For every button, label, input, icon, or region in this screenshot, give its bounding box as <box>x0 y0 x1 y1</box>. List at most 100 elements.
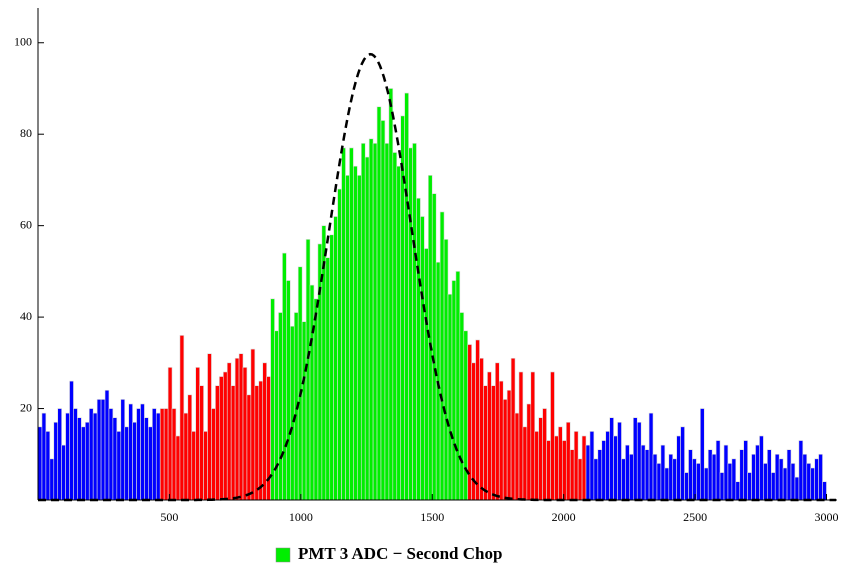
bar <box>810 467 815 501</box>
bar <box>644 449 650 501</box>
bar <box>49 458 55 501</box>
bar <box>65 412 70 501</box>
bar <box>191 431 196 501</box>
bar <box>262 362 267 501</box>
bar <box>258 380 264 501</box>
bar <box>640 444 646 501</box>
y-tick-label: 20 <box>20 400 32 414</box>
x-tick-label: 2500 <box>683 510 707 524</box>
bar <box>711 453 717 501</box>
bar <box>136 408 141 501</box>
bar <box>656 463 662 501</box>
bar <box>108 408 114 501</box>
bar <box>684 472 689 501</box>
bar <box>526 403 532 501</box>
y-tick-label: 40 <box>20 309 32 323</box>
bar <box>234 357 240 501</box>
bar <box>132 421 137 501</box>
bar <box>226 362 232 501</box>
bar <box>53 421 59 501</box>
bar <box>360 143 366 501</box>
bar <box>786 449 792 501</box>
bar <box>100 399 106 501</box>
bar <box>692 458 697 501</box>
legend-label: PMT 3 ADC − Second Chop <box>298 544 502 563</box>
x-tick-label: 500 <box>160 510 178 524</box>
bar <box>372 143 378 501</box>
bar <box>790 463 796 501</box>
bar <box>37 426 43 501</box>
bar <box>696 463 701 501</box>
bar <box>676 435 681 501</box>
bar <box>179 335 185 501</box>
bar <box>613 435 618 501</box>
bar <box>707 449 713 501</box>
bar <box>751 453 756 501</box>
bar <box>723 444 729 501</box>
bar <box>487 371 492 501</box>
bar <box>41 412 47 501</box>
bar <box>664 467 670 501</box>
bar <box>680 426 685 501</box>
y-tick-label: 100 <box>14 35 32 49</box>
bar <box>116 431 122 501</box>
bar <box>230 385 236 501</box>
bar <box>163 408 169 501</box>
bar <box>290 325 295 501</box>
bar <box>69 380 74 501</box>
bar <box>337 188 342 501</box>
bar <box>565 421 571 501</box>
bar <box>514 412 520 501</box>
bar <box>124 426 129 501</box>
bar <box>506 389 512 501</box>
bar <box>412 143 417 501</box>
y-tick-label: 80 <box>20 126 32 140</box>
bar <box>187 394 193 501</box>
bar <box>763 463 768 501</box>
bar <box>802 453 808 501</box>
bar <box>364 156 370 501</box>
bar <box>215 385 220 501</box>
bar <box>703 467 709 501</box>
bar <box>85 421 90 501</box>
bar <box>57 408 62 501</box>
bar <box>155 412 161 501</box>
bar <box>495 362 500 501</box>
bar <box>633 417 638 501</box>
bar <box>152 408 157 501</box>
bar <box>601 440 607 501</box>
bar <box>73 408 78 501</box>
bar <box>317 243 323 501</box>
bar <box>660 444 666 501</box>
bar <box>167 367 173 501</box>
bar <box>491 385 496 501</box>
bar <box>325 257 331 501</box>
bar <box>747 472 752 501</box>
bar <box>222 371 228 501</box>
bar <box>183 412 189 501</box>
bar <box>61 444 66 501</box>
bar <box>128 403 133 501</box>
bar <box>451 280 457 501</box>
bar <box>447 293 453 501</box>
bar <box>562 440 567 501</box>
bar <box>120 399 126 501</box>
bar <box>581 435 587 501</box>
bar <box>329 234 334 501</box>
bar <box>380 120 386 501</box>
bar <box>818 453 823 501</box>
bar <box>144 417 149 501</box>
bar <box>463 330 469 501</box>
bar <box>266 376 271 501</box>
bar <box>424 248 429 501</box>
bar <box>175 435 181 501</box>
bar <box>431 193 437 501</box>
bar <box>254 385 260 501</box>
bar <box>605 431 610 501</box>
bar <box>195 367 200 501</box>
bar <box>715 440 721 501</box>
bar <box>459 312 465 501</box>
bar <box>522 426 528 501</box>
bar <box>368 138 374 501</box>
legend-swatch <box>275 547 291 563</box>
